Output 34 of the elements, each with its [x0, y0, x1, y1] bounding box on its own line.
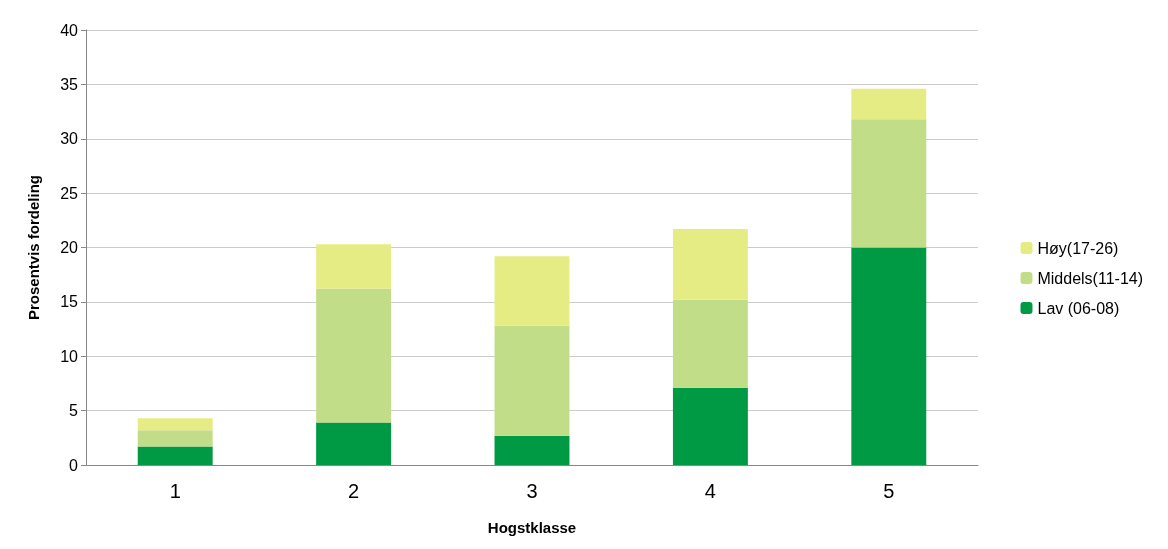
y-tick-label: 10	[60, 347, 79, 365]
bar	[672, 387, 748, 465]
y-axis-title: Prosentvis fordeling	[25, 174, 42, 321]
y-tick-label: 30	[60, 130, 79, 148]
y-tick-label: 5	[69, 402, 79, 420]
y-tick-label: 15	[60, 293, 79, 311]
x-tick-label: 1	[169, 480, 181, 502]
bar	[137, 430, 213, 447]
bar	[316, 422, 392, 465]
bar	[494, 325, 570, 436]
y-tick-label: 25	[60, 184, 79, 202]
bar	[851, 119, 927, 248]
y-tick-label: 0	[69, 456, 79, 474]
bar	[137, 418, 213, 431]
y-tick-label: 40	[60, 21, 79, 39]
x-axis-title: Hogstklasse	[487, 519, 577, 536]
x-tick-label: 3	[526, 480, 538, 502]
bar	[672, 299, 748, 388]
legend-label: Middels(11-14)	[1037, 269, 1144, 287]
x-tick-label: 4	[704, 480, 716, 502]
bar	[137, 446, 213, 465]
legend-label: Lav (06-08)	[1037, 299, 1120, 317]
y-tick-label: 20	[60, 239, 79, 256]
x-tick-label: 5	[883, 480, 895, 502]
bar	[851, 247, 927, 465]
bar	[316, 288, 392, 423]
legend-label: Høy(17-26)	[1037, 239, 1119, 257]
x-tick-label: 2	[348, 480, 360, 502]
bar	[316, 244, 392, 289]
bar	[494, 256, 570, 326]
y-tick-label: 35	[60, 75, 79, 93]
bar	[494, 435, 570, 465]
bar	[672, 229, 748, 300]
bar	[851, 88, 927, 120]
